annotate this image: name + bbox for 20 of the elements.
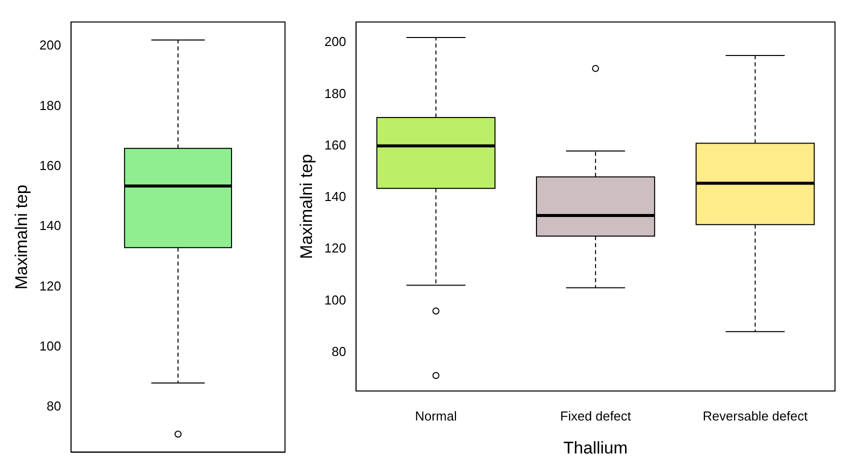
x-tick-label: Fixed defect xyxy=(560,408,632,424)
y-tick-label: 180 xyxy=(39,98,62,113)
y-tick-label: 180 xyxy=(324,86,346,101)
x-axis-title: Thallium xyxy=(563,438,628,458)
y-tick-label: 100 xyxy=(39,338,62,354)
y-tick-label: 160 xyxy=(324,137,346,152)
y-tick-label: 140 xyxy=(324,189,346,204)
y-tick-label: 80 xyxy=(332,344,346,359)
y-axis-title: Maximalni tep xyxy=(12,184,31,290)
x-tick-label: Reversable defect xyxy=(702,408,808,424)
y-tick-label: 200 xyxy=(39,38,62,53)
y-tick-label: 80 xyxy=(46,398,62,414)
y-tick-label: 120 xyxy=(324,240,346,256)
y-tick-label: 100 xyxy=(324,292,346,308)
y-tick-label: 140 xyxy=(39,218,62,234)
y-tick-label: 160 xyxy=(39,158,62,173)
y-tick-label: 200 xyxy=(324,34,346,50)
x-tick-label: Normal xyxy=(414,408,457,424)
y-tick-label: 120 xyxy=(39,278,62,294)
y-axis-title: Maximalni tep xyxy=(296,154,316,259)
